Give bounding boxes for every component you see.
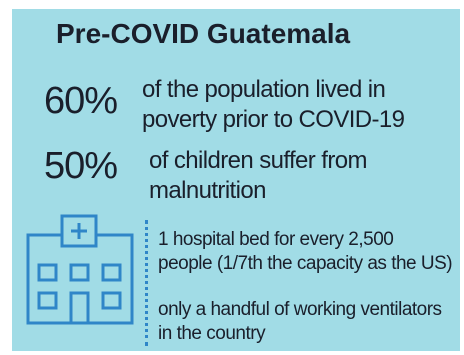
poverty-line-2: poverty prior to COVID-19 [142,105,404,135]
page-title: Pre-COVID Guatemala [56,18,436,50]
hospital-bed-line-1: 1 hospital bed for every 2,500 [158,228,452,252]
malnutrition-description: of children suffer from malnutrition [149,146,367,206]
malnutrition-line-1: of children suffer from [149,146,367,176]
ventilator-fact: only a handful of working ventilators in… [158,298,442,346]
ventilator-line-1: only a handful of working ventilators [158,298,442,322]
poverty-description: of the population lived in poverty prior… [142,75,404,135]
poverty-line-1: of the population lived in [142,75,404,105]
ventilator-line-2: in the country [158,322,442,346]
malnutrition-percentage: 50% [44,145,117,188]
hospital-bed-line-2: people (1/7th the capacity as the US) [158,252,452,276]
dotted-divider [145,220,148,346]
poverty-percentage: 60% [44,80,117,123]
malnutrition-line-2: malnutrition [149,176,367,206]
hospital-bed-fact: 1 hospital bed for every 2,500 people (1… [158,228,452,276]
hospital-icon [24,213,136,325]
